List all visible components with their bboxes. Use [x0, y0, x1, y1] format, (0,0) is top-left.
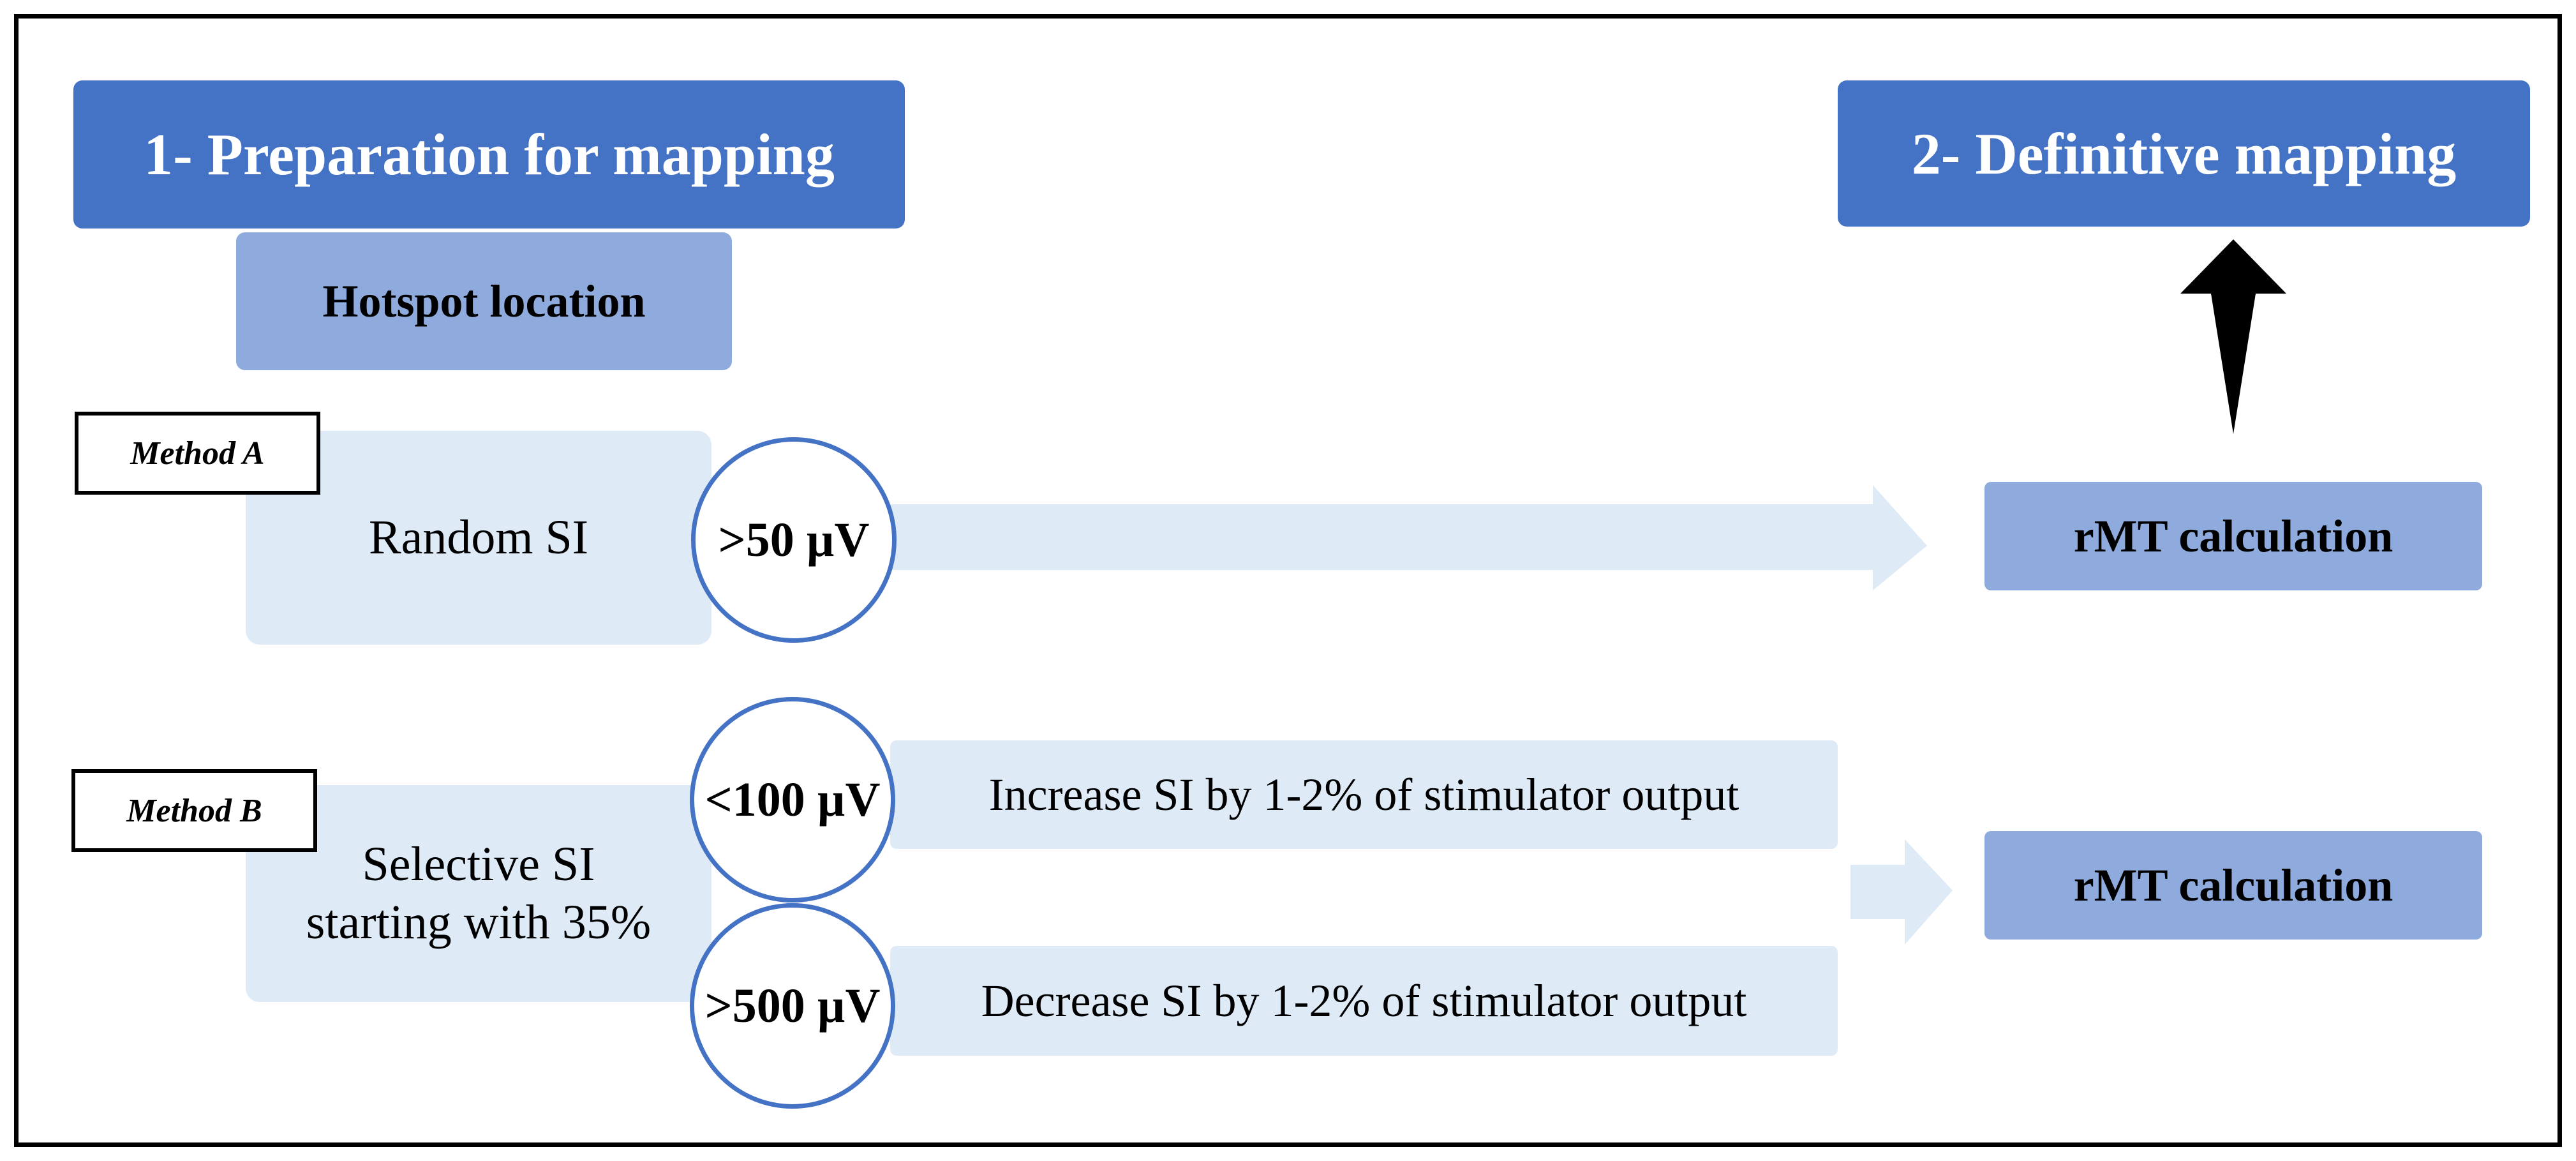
method-a-threshold-circle: >50 µV [691, 437, 897, 643]
increase-bar: Increase SI by 1-2% of stimulator output [890, 740, 1838, 849]
method-a-result: rMT calculation [2073, 510, 2394, 562]
up-arrow [2180, 239, 2286, 434]
step2-header: 2- Definitive mapping [1838, 80, 2530, 227]
method-a-text: Random SI [368, 510, 589, 564]
decrease-bar: Decrease SI by 1-2% of stimulator output [890, 946, 1838, 1056]
method-a-box: Random SI [246, 431, 711, 645]
method-b-text-line1: Selective SI [362, 837, 595, 891]
hotspot-box: Hotspot location [236, 232, 732, 370]
step1-title: 1- Preparation for mapping [144, 122, 835, 187]
method-a-threshold: >50 µV [718, 513, 870, 567]
method-b-result-box: rMT calculation [1984, 831, 2482, 940]
hotspot-label: Hotspot location [322, 275, 646, 327]
method-a-label-text: Method A [130, 435, 265, 472]
method-a-label: Method A [75, 412, 320, 495]
method-b-result: rMT calculation [2073, 859, 2394, 911]
method-b-box: Selective SI starting with 35% [246, 785, 711, 1002]
method-b-label-text: Method B [126, 792, 262, 829]
diagram-frame [14, 14, 2562, 1147]
step2-title: 2- Definitive mapping [1911, 121, 2457, 186]
increase-text: Increase SI by 1-2% of stimulator output [988, 768, 1739, 820]
method-a-arrow [849, 485, 1927, 590]
method-b-label: Method B [71, 769, 317, 852]
high-threshold: >500 µV [704, 978, 881, 1033]
method-b-arrow [1850, 839, 1953, 945]
step1-header: 1- Preparation for mapping [73, 80, 905, 228]
method-b-text-line2: starting with 35% [306, 895, 651, 949]
decrease-text: Decrease SI by 1-2% of stimulator output [981, 975, 1747, 1026]
low-threshold: <100 µV [704, 772, 881, 827]
low-threshold-circle: <100 µV [690, 697, 895, 903]
method-a-result-box: rMT calculation [1984, 482, 2482, 590]
high-threshold-circle: >500 µV [690, 903, 895, 1109]
